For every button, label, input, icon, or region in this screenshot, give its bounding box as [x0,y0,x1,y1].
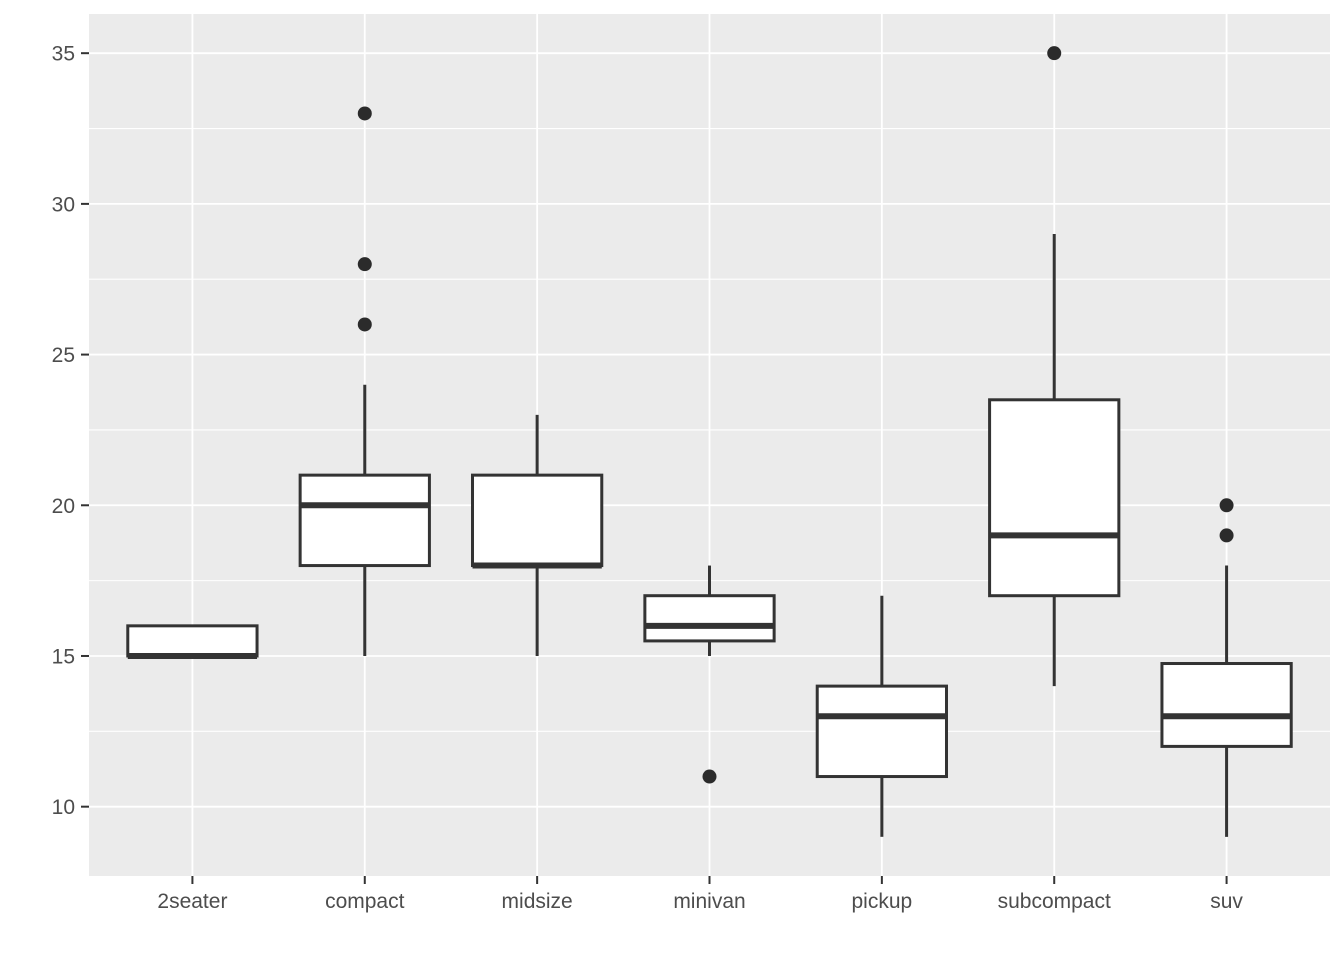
boxplot-midsize [471,414,604,656]
y-tick-label: 30 [52,193,75,216]
outlier-point [357,317,372,332]
outlier-point [1219,528,1234,543]
y-tick-label: 25 [52,344,75,367]
outlier-point [357,257,372,272]
y-tick-label: 35 [52,43,75,66]
x-tick-label: midsize [502,890,573,913]
boxplot-pickup [815,595,948,837]
iqr-box [126,624,259,658]
iqr-box [471,473,604,568]
iqr-box [643,594,776,643]
outlier-point [1219,498,1234,513]
iqr-box [815,684,948,779]
boxplot-2seater [126,624,259,659]
boxplots [126,46,1293,837]
outlier-point [357,106,372,121]
axes: 10 15 20 25 30 35 2seater compact midsize minivan… [52,43,1244,913]
x-tick-label: pickup [852,890,913,913]
iqr-box [298,473,431,568]
x-tick-label: suv [1210,890,1243,913]
iqr-box [988,398,1121,598]
outlier-point [702,769,717,784]
x-tick-label: compact [325,890,405,913]
y-tick-label: 20 [52,495,75,518]
y-tick-label: 10 [52,796,75,819]
y-tick-label: 15 [52,645,75,668]
boxplot-suv [1160,498,1293,837]
x-tick-label: minivan [673,890,745,913]
x-tick-label: 2seater [157,890,227,913]
boxplot-compact [298,106,431,656]
boxplot-minivan [643,565,776,784]
outlier-point [1047,46,1062,61]
boxplot-subcompact [988,46,1121,687]
x-tick-label: subcompact [998,890,1111,913]
iqr-box [1160,662,1293,748]
